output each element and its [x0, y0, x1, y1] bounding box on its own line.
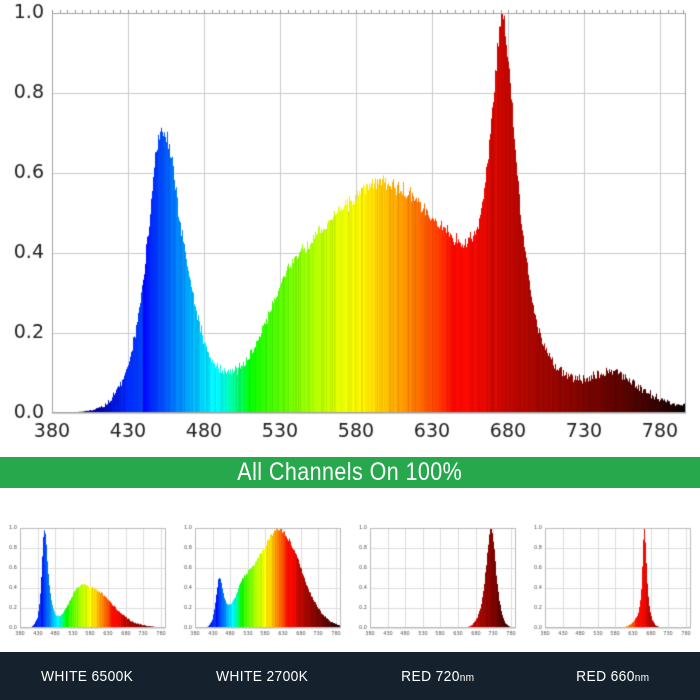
channel-name: WHITE 6500K	[41, 667, 134, 685]
mini-chart-red-720nm	[350, 497, 525, 645]
channel-unit: nm	[634, 671, 649, 684]
channel-name: RED 720	[400, 667, 460, 685]
mini-chart-white-2700k	[175, 497, 350, 645]
channel-label-red-720nm: RED 720nm	[350, 652, 525, 700]
footer-bar: WHITE 6500K WHITE 2700K RED 720nm RED 66…	[0, 652, 700, 700]
channel-name: RED 660	[575, 667, 635, 685]
channel-label-white-2700k: WHITE 2700K	[175, 652, 350, 700]
channel-unit: nm	[459, 671, 474, 684]
channel-name: WHITE 2700K	[216, 667, 309, 685]
channel-label-red-660nm: RED 660nm	[525, 652, 700, 700]
channel-mode-banner: All Channels On 100%	[0, 457, 700, 488]
mini-chart-red-660nm	[525, 497, 700, 645]
main-spectrum-chart	[0, 0, 700, 450]
banner-text: All Channels On 100%	[237, 458, 463, 486]
channel-label-white-6500k: WHITE 6500K	[0, 652, 175, 700]
mini-chart-white-6500k	[0, 497, 175, 645]
